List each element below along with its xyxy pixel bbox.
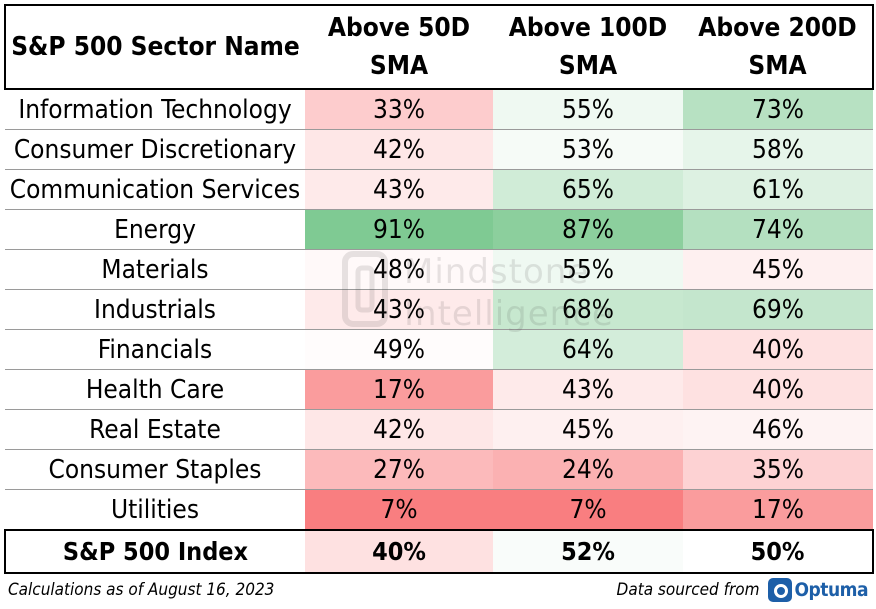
value-cell-200d: 40% bbox=[683, 329, 873, 370]
table-row: Consumer Staples 27% 24% 35% bbox=[5, 449, 873, 490]
header-above-200d: Above 200D SMA bbox=[683, 4, 874, 90]
optuma-logo: Optuma bbox=[767, 578, 869, 602]
table-row: Real Estate 42% 45% 46% bbox=[5, 409, 873, 450]
table-row: Information Technology 33% 55% 73% bbox=[5, 89, 873, 130]
calculation-date-note: Calculations as of August 16, 2023 bbox=[8, 580, 275, 600]
header-row: S&P 500 Sector Name Above 50D SMA Above … bbox=[4, 4, 874, 90]
value-cell-100d: 65% bbox=[493, 169, 683, 210]
index-value-cell-200d: 50% bbox=[683, 529, 874, 574]
value-cell-100d: 55% bbox=[493, 89, 683, 130]
value-cell-200d: 45% bbox=[683, 249, 873, 290]
value-cell-50d: 27% bbox=[305, 449, 493, 490]
table-row: Health Care 17% 43% 40% bbox=[5, 369, 873, 410]
sector-name-cell: Communication Services bbox=[5, 169, 305, 210]
sector-breadth-table: S&P 500 Sector Name Above 50D SMA Above … bbox=[4, 4, 874, 574]
value-cell-100d: 24% bbox=[493, 449, 683, 490]
value-cell-200d: 17% bbox=[683, 489, 873, 530]
value-cell-50d: 43% bbox=[305, 289, 493, 330]
table-row: Financials 49% 64% 40% bbox=[5, 329, 873, 370]
index-value-cell-100d: 52% bbox=[493, 529, 683, 574]
sector-name-cell: Real Estate bbox=[5, 409, 305, 450]
table-body: Information Technology 33% 55% 73% Consumer … bbox=[5, 89, 873, 530]
value-cell-100d: 53% bbox=[493, 129, 683, 170]
value-cell-100d: 7% bbox=[493, 489, 683, 530]
value-cell-200d: 61% bbox=[683, 169, 873, 210]
sector-name-cell: Information Technology bbox=[5, 89, 305, 130]
value-cell-200d: 69% bbox=[683, 289, 873, 330]
data-source-label: Data sourced from bbox=[616, 580, 760, 600]
value-cell-100d: 87% bbox=[493, 209, 683, 250]
value-cell-50d: 42% bbox=[305, 129, 493, 170]
table-row: Energy 91% 87% 74% bbox=[5, 209, 873, 250]
table-row: Utilities 7% 7% 17% bbox=[5, 489, 873, 530]
header-sector-name: S&P 500 Sector Name bbox=[4, 4, 305, 90]
value-cell-50d: 43% bbox=[305, 169, 493, 210]
optuma-logo-name: Optuma bbox=[794, 579, 869, 601]
value-cell-100d: 45% bbox=[493, 409, 683, 450]
value-cell-50d: 42% bbox=[305, 409, 493, 450]
value-cell-200d: 58% bbox=[683, 129, 873, 170]
value-cell-50d: 33% bbox=[305, 89, 493, 130]
index-total-row: S&P 500 Index 40% 52% 50% bbox=[4, 529, 874, 574]
value-cell-100d: 64% bbox=[493, 329, 683, 370]
table-row: Industrials 43% 68% 69% bbox=[5, 289, 873, 330]
sector-name-cell: Financials bbox=[5, 329, 305, 370]
value-cell-50d: 49% bbox=[305, 329, 493, 370]
optuma-logo-icon bbox=[767, 578, 792, 602]
value-cell-50d: 7% bbox=[305, 489, 493, 530]
value-cell-50d: 91% bbox=[305, 209, 493, 250]
table-row: Communication Services 43% 65% 61% bbox=[5, 169, 873, 210]
header-above-50d: Above 50D SMA bbox=[305, 4, 493, 90]
value-cell-200d: 35% bbox=[683, 449, 873, 490]
sector-name-cell: Consumer Discretionary bbox=[5, 129, 305, 170]
header-above-100d: Above 100D SMA bbox=[493, 4, 683, 90]
data-source-credit: Data sourced from Optuma bbox=[616, 578, 869, 602]
value-cell-100d: 68% bbox=[493, 289, 683, 330]
index-value-cell-50d: 40% bbox=[305, 529, 493, 574]
value-cell-200d: 46% bbox=[683, 409, 873, 450]
table-row: Materials 48% 55% 45% bbox=[5, 249, 873, 290]
sector-name-cell: Health Care bbox=[5, 369, 305, 410]
sector-name-cell: Energy bbox=[5, 209, 305, 250]
value-cell-200d: 74% bbox=[683, 209, 873, 250]
value-cell-100d: 43% bbox=[493, 369, 683, 410]
value-cell-200d: 40% bbox=[683, 369, 873, 410]
table-row: Consumer Discretionary 42% 53% 58% bbox=[5, 129, 873, 170]
sector-name-cell: Utilities bbox=[5, 489, 305, 530]
value-cell-50d: 17% bbox=[305, 369, 493, 410]
value-cell-100d: 55% bbox=[493, 249, 683, 290]
sector-name-cell: Materials bbox=[5, 249, 305, 290]
value-cell-50d: 48% bbox=[305, 249, 493, 290]
value-cell-200d: 73% bbox=[683, 89, 873, 130]
sector-name-cell: Consumer Staples bbox=[5, 449, 305, 490]
index-name-cell: S&P 500 Index bbox=[4, 529, 305, 574]
sector-name-cell: Industrials bbox=[5, 289, 305, 330]
